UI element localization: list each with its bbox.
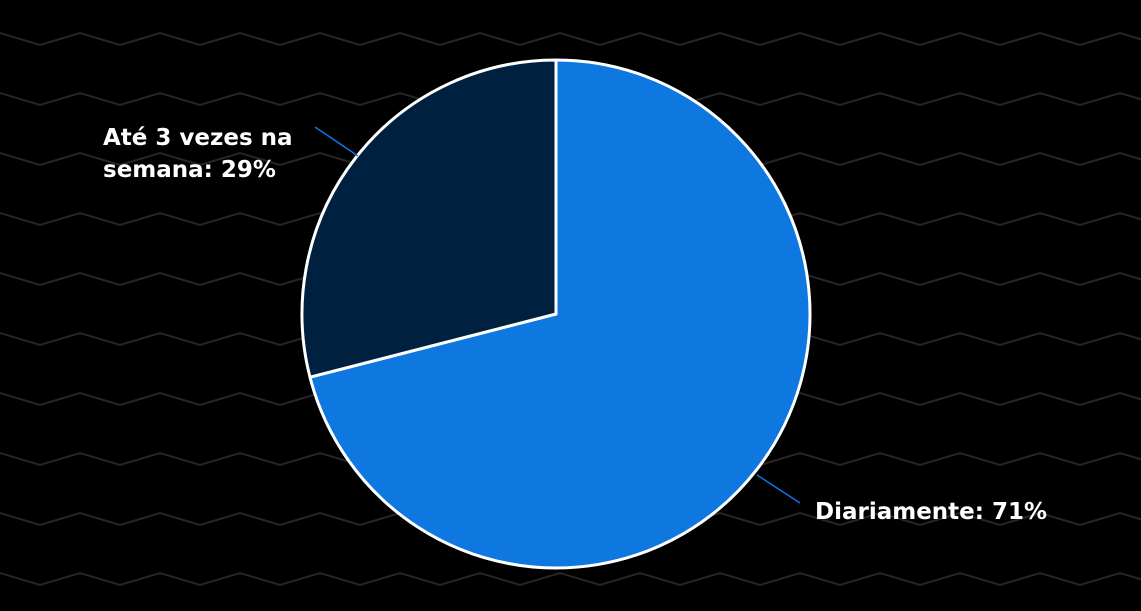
background-zigzag-line xyxy=(0,31,1141,47)
background-zigzag-line xyxy=(0,571,1141,587)
slice-label-diariamente: Diariamente: 71% xyxy=(815,499,1047,525)
slice-labels: Diariamente: 71% Até 3 vezes na semana: … xyxy=(103,125,1047,525)
pie-slices xyxy=(300,58,812,570)
slice-label-ate-3-vezes: Até 3 vezes na semana: 29% xyxy=(103,125,301,183)
leader-line-diariamente xyxy=(756,474,801,504)
slice-label-ate-3-vezes-line2: semana: 29% xyxy=(103,157,276,183)
leader-line-ate-3-vezes xyxy=(314,126,359,157)
slice-label-ate-3-vezes-line1: Até 3 vezes na xyxy=(103,125,293,151)
leader-lines xyxy=(314,126,801,504)
pie-slice-0 xyxy=(308,58,812,570)
pie-slice-1 xyxy=(300,58,558,379)
